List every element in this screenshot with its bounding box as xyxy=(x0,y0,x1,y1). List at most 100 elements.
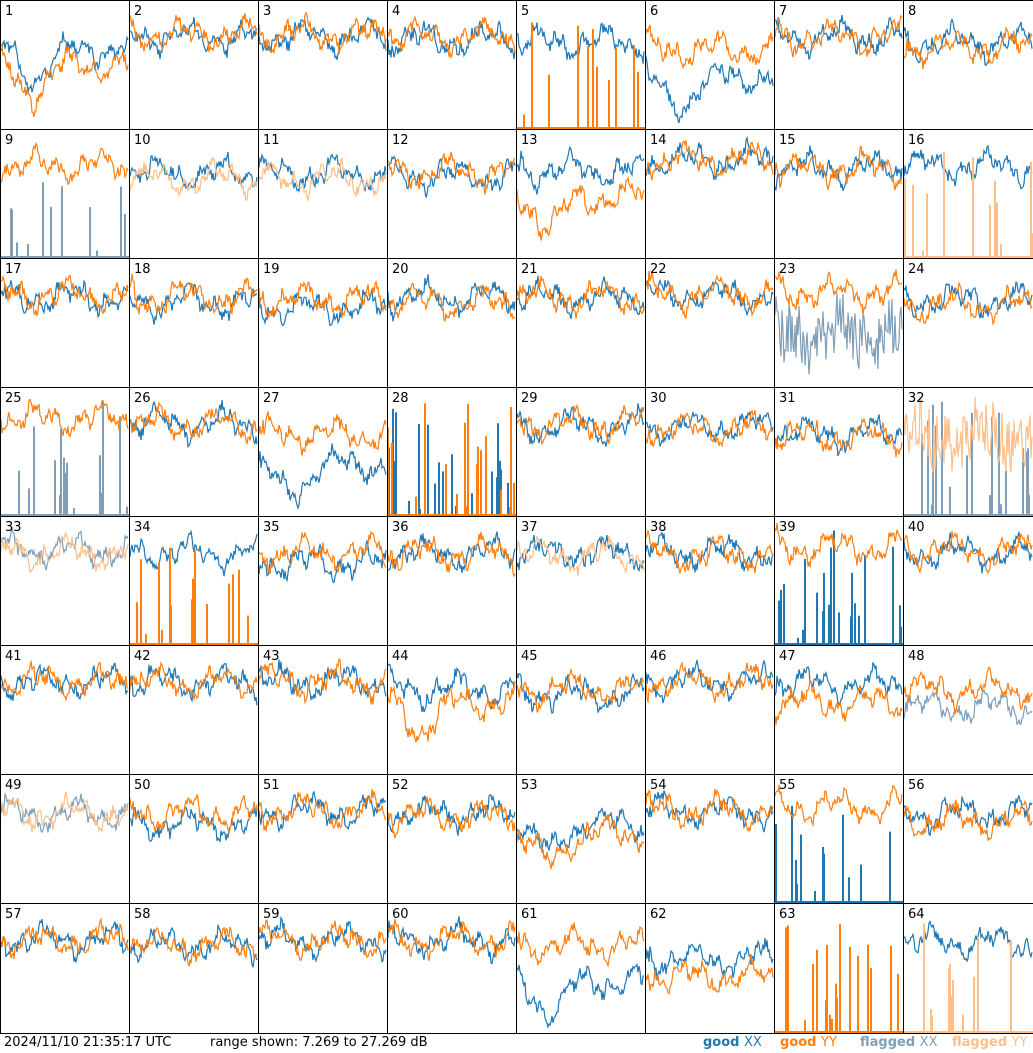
series-yy-line-18 xyxy=(130,273,258,315)
panel-label-33: 33 xyxy=(5,520,22,535)
panel-plot-64 xyxy=(904,920,1033,1033)
antenna-panel-46: 46 xyxy=(645,645,775,775)
antenna-panel-20: 20 xyxy=(387,258,517,388)
panel-label-27: 27 xyxy=(263,391,280,406)
series-yy-63 xyxy=(775,924,903,1033)
panel-plot-58 xyxy=(130,924,258,968)
antenna-panel-52: 52 xyxy=(387,774,517,904)
antenna-panel-8: 8 xyxy=(903,0,1033,130)
panel-label-52: 52 xyxy=(392,778,409,793)
panel-label-17: 17 xyxy=(5,262,22,277)
antenna-panel-51: 51 xyxy=(258,774,388,904)
series-xx-line-38 xyxy=(646,531,774,573)
series-xx-line-4 xyxy=(388,19,516,60)
panel-plot-25 xyxy=(1,398,129,516)
antenna-panel-4: 4 xyxy=(387,0,517,130)
legend-status: good xyxy=(780,1035,821,1050)
panel-plot-29 xyxy=(517,403,645,447)
series-yy-line-3 xyxy=(259,11,387,55)
antenna-panel-47: 47 xyxy=(774,645,904,775)
series-xx-line-62 xyxy=(646,937,774,981)
series-xx-line-31 xyxy=(775,414,903,457)
panel-label-20: 20 xyxy=(392,262,409,277)
series-yy-line-10 xyxy=(130,157,258,202)
antenna-panel-31: 31 xyxy=(774,387,904,517)
series-xx-line-34 xyxy=(130,529,258,577)
panel-label-57: 57 xyxy=(5,907,22,922)
series-yy-line-8 xyxy=(904,26,1033,70)
series-xx-line-60 xyxy=(388,916,516,965)
series-yy-line-1 xyxy=(1,43,129,117)
antenna-panel-37: 37 xyxy=(516,516,646,646)
antenna-panel-22: 22 xyxy=(645,258,775,388)
panel-label-47: 47 xyxy=(779,649,796,664)
antenna-panel-48: 48 xyxy=(903,645,1033,775)
series-yy-line-40 xyxy=(904,530,1033,575)
panel-label-18: 18 xyxy=(134,262,151,277)
series-yy-line-9 xyxy=(1,141,129,186)
panel-plot-56 xyxy=(904,795,1033,841)
antenna-panel-9: 9 xyxy=(0,129,130,259)
series-yy-line-48 xyxy=(904,666,1033,716)
antenna-panel-28: 28 xyxy=(387,387,517,517)
panel-plot-8 xyxy=(904,17,1033,70)
series-xx-line-61 xyxy=(517,962,645,1029)
antenna-panel-5: 5 xyxy=(516,0,646,130)
panel-plot-38 xyxy=(646,528,774,575)
panel-label-49: 49 xyxy=(5,778,22,793)
antenna-panel-16: 16 xyxy=(903,129,1033,259)
antenna-panel-33: 33 xyxy=(0,516,130,646)
series-yy-line-36 xyxy=(388,531,516,578)
panel-label-3: 3 xyxy=(263,4,272,19)
panel-plot-2 xyxy=(130,13,258,59)
panel-plot-49 xyxy=(1,791,129,834)
series-xx-line-28 xyxy=(388,408,516,516)
series-yy-line-52 xyxy=(388,795,516,839)
series-yy-line-14 xyxy=(646,140,774,181)
series-yy-line-47 xyxy=(775,679,903,725)
panel-label-34: 34 xyxy=(134,520,151,535)
panel-plot-30 xyxy=(646,409,774,448)
panel-plot-18 xyxy=(130,273,258,325)
series-xx-line-6 xyxy=(646,56,774,124)
series-xx-line-49 xyxy=(1,793,129,834)
series-yy-line-23 xyxy=(775,269,903,315)
panel-label-64: 64 xyxy=(908,907,925,922)
series-yy-line-58 xyxy=(130,926,258,967)
panel-plot-40 xyxy=(904,530,1033,575)
series-xx-line-33 xyxy=(1,526,129,571)
panel-plot-19 xyxy=(259,279,387,327)
series-xx-line-44 xyxy=(388,663,516,713)
legend-pol: YY xyxy=(821,1035,837,1050)
series-xx-line-23 xyxy=(775,293,903,375)
panel-plot-47 xyxy=(775,662,903,725)
series-yy-line-6 xyxy=(646,24,774,69)
antenna-panel-24: 24 xyxy=(903,258,1033,388)
panel-label-41: 41 xyxy=(5,649,22,664)
legend-status: flagged xyxy=(860,1035,920,1050)
panel-label-40: 40 xyxy=(908,520,925,535)
series-yy-line-64 xyxy=(904,923,1033,1033)
series-yy-line-25 xyxy=(1,398,129,438)
antenna-panel-18: 18 xyxy=(129,258,259,388)
antenna-panel-11: 11 xyxy=(258,129,388,259)
series-xx-39 xyxy=(775,530,903,645)
panel-plot-45 xyxy=(517,669,645,715)
series-xx-line-30 xyxy=(646,410,774,447)
series-yy-line-33 xyxy=(1,532,129,573)
panel-label-11: 11 xyxy=(263,133,280,148)
panel-label-13: 13 xyxy=(521,133,538,148)
series-xx-line-54 xyxy=(646,790,774,833)
series-yy-line-2 xyxy=(130,13,258,53)
panel-label-35: 35 xyxy=(263,520,280,535)
panel-plot-36 xyxy=(388,531,516,578)
panel-plot-14 xyxy=(646,135,774,181)
panel-plot-27 xyxy=(259,411,387,510)
panel-label-23: 23 xyxy=(779,262,796,277)
series-xx-line-2 xyxy=(130,16,258,59)
panel-label-53: 53 xyxy=(521,778,538,793)
antenna-panel-55: 55 xyxy=(774,774,904,904)
panel-plot-11 xyxy=(259,152,387,203)
series-yy-line-49 xyxy=(1,791,129,834)
